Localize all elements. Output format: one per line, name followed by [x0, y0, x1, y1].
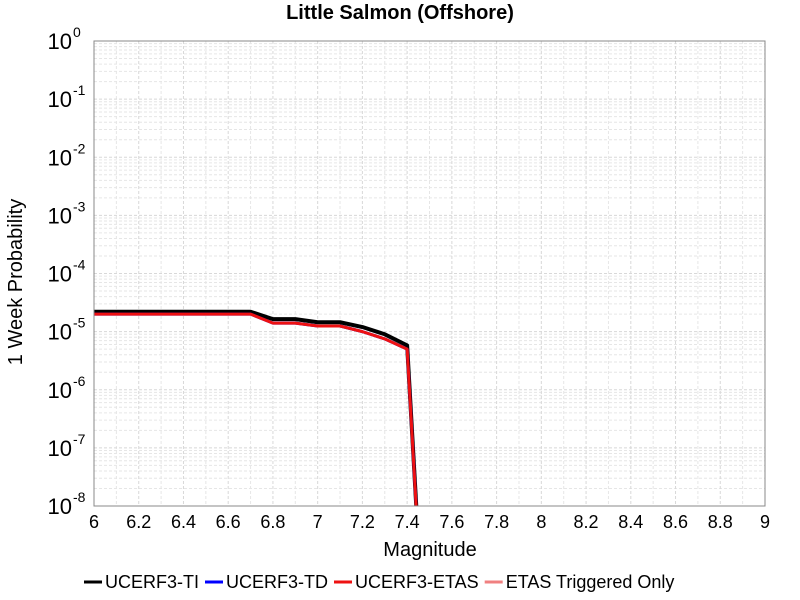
legend-label: ETAS Triggered Only [506, 572, 675, 592]
x-tick-label: 7.6 [439, 512, 464, 532]
tick-exponent: -5 [73, 315, 86, 331]
x-tick-label: 8.8 [708, 512, 733, 532]
tick-base: 10 [48, 378, 72, 403]
tick-base: 10 [48, 320, 72, 345]
chart-title: Little Salmon (Offshore) [286, 2, 514, 24]
tick-base: 10 [48, 203, 72, 228]
x-tick-label: 8.2 [574, 512, 599, 532]
tick-base: 10 [48, 262, 72, 287]
tick-base: 10 [48, 436, 72, 461]
x-tick-label: 6.4 [171, 512, 196, 532]
tick-exponent: -1 [73, 82, 86, 98]
tick-exponent: -7 [73, 431, 86, 447]
x-tick-label: 6 [89, 512, 99, 532]
y-tick-label: 10 [48, 29, 72, 54]
x-tick-label: 6.6 [216, 512, 241, 532]
y-tick-label: 10 [48, 320, 72, 345]
y-axis-label: 1 Week Probability [5, 199, 27, 365]
plot-frame [93, 40, 766, 507]
x-tick-label: 8.4 [618, 512, 643, 532]
tick-exponent: -2 [73, 140, 86, 156]
tick-exponent: -4 [73, 257, 86, 273]
legend-label: UCERF3-ETAS [355, 572, 479, 592]
tick-exponent: -3 [73, 198, 86, 214]
y-tick-label: 10 [48, 494, 72, 519]
x-tick-label: 7.8 [484, 512, 509, 532]
tick-base: 10 [48, 145, 72, 170]
y-tick-label: 10 [48, 378, 72, 403]
y-tick-label: 10 [48, 203, 72, 228]
y-tick-label: 10 [48, 145, 72, 170]
x-tick-label: 7.4 [395, 512, 420, 532]
tick-exponent: -6 [73, 373, 86, 389]
series-line [94, 312, 418, 506]
series-line [94, 309, 419, 506]
x-tick-label: 6.8 [260, 512, 285, 532]
tick-base: 10 [48, 494, 72, 519]
x-tick-label: 8.6 [663, 512, 688, 532]
x-axis-label: Magnitude [383, 539, 476, 561]
x-tick-label: 7 [313, 512, 323, 532]
tick-exponent: -8 [73, 489, 86, 505]
x-tick-label: 7.2 [350, 512, 375, 532]
tick-base: 10 [48, 29, 72, 54]
y-tick-label: 10 [48, 87, 72, 112]
y-tick-label: 10 [48, 436, 72, 461]
legend-label: UCERF3-TI [105, 572, 199, 592]
tick-exponent: 0 [73, 24, 81, 40]
x-tick-label: 8 [536, 512, 546, 532]
tick-base: 10 [48, 87, 72, 112]
y-tick-label: 10 [48, 262, 72, 287]
x-tick-label: 9 [760, 512, 770, 532]
legend-label: UCERF3-TD [226, 572, 328, 592]
x-tick-label: 6.2 [126, 512, 151, 532]
